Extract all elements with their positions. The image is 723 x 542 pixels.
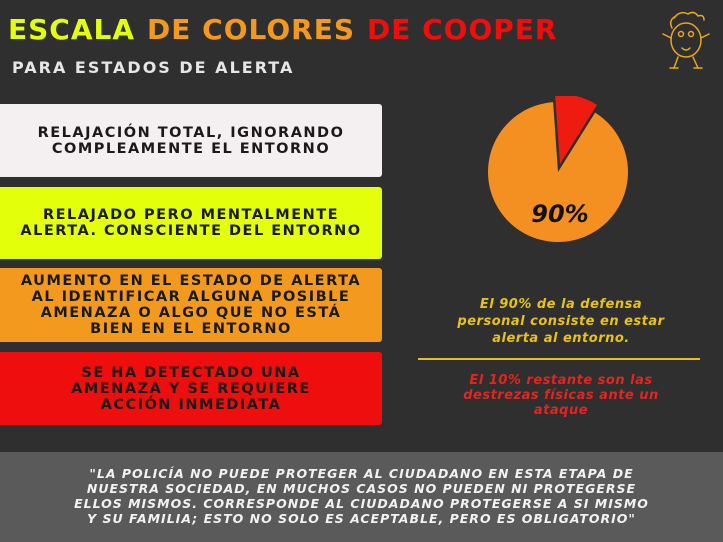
title-word-de-cooper: DE COOPER (367, 13, 558, 46)
statement-line: personal consiste en estar (457, 314, 665, 329)
statement-line: alerta al entorno. (492, 331, 630, 346)
statement-line: El 10% restante son las (469, 373, 653, 388)
defense-statement: El 90% de la defensa personal consiste e… (420, 296, 702, 347)
subtitle: PARA ESTADOS DE ALERTA (12, 58, 295, 77)
divider (418, 358, 700, 360)
level-text: AL IDENTIFICAR ALGUNA POSIBLE (31, 289, 351, 305)
level-text: SE HA DETECTADO UNA (81, 364, 301, 381)
pie-slice-alert (488, 102, 628, 242)
level-text: RELAJADO PERO MENTALMENTE (42, 207, 340, 223)
level-text: ACCIÓN INMEDIATA (100, 396, 282, 413)
alert-level-red: SE HA DETECTADO UNA AMENAZA Y SE REQUIER… (0, 352, 382, 425)
quote-line: NUESTRA SOCIEDAD, EN MUCHOS CASOS NO PUE… (86, 481, 637, 496)
quote-text: "LA POLICÍA NO PUEDE PROTEGER AL CIUDADA… (30, 466, 693, 526)
level-text: BIEN EN EL ENTORNO (90, 321, 292, 337)
statement-line: destrezas físicas ante un (463, 388, 659, 403)
alert-level-orange: AUMENTO EN EL ESTADO DE ALERTA AL IDENTI… (0, 268, 382, 342)
title-word-escala: ESCALA (8, 13, 136, 46)
quote-line: Y SU FAMILIA; ESTO NO SOLO ES ACEPTABLE,… (87, 511, 636, 526)
pie-slice-skills (555, 96, 598, 165)
level-text: RELAJACIÓN TOTAL, IGNORANDO (37, 124, 345, 141)
alert-pie-chart (488, 96, 628, 242)
statement-line: El 90% de la defensa (479, 297, 643, 312)
title-word-de-colores: DE COLORES (147, 13, 355, 46)
level-text: ALERTA. CONSCIENTE DEL ENTORNO (20, 223, 362, 239)
skills-statement: El 10% restante son las destrezas física… (420, 373, 702, 418)
main-title: ESCALA DE COLORES DE COOPER (8, 10, 569, 50)
quote-band (0, 452, 723, 542)
alert-level-yellow: RELAJADO PERO MENTALMENTE ALERTA. CONSCI… (0, 187, 382, 259)
quote-line: ELLOS MISMOS. CORRESPONDE AL CIUDADANO P… (74, 496, 649, 511)
alert-level-white: RELAJACIÓN TOTAL, IGNORANDO COMPLEAMENTE… (0, 104, 382, 177)
level-text: AMENAZA O ALGO QUE NO ESTÁ (40, 305, 342, 321)
level-text: AUMENTO EN EL ESTADO DE ALERTA (20, 273, 362, 289)
cartoon-mascot-icon (662, 11, 710, 69)
quote-line: "LA POLICÍA NO PUEDE PROTEGER AL CIUDADA… (89, 466, 634, 481)
level-text: AMENAZA Y SE REQUIERE (71, 380, 311, 397)
statement-line: ataque (533, 403, 589, 418)
pie-percent-label: 90% (531, 200, 589, 228)
level-text: COMPLEAMENTE EL ENTORNO (51, 140, 331, 157)
